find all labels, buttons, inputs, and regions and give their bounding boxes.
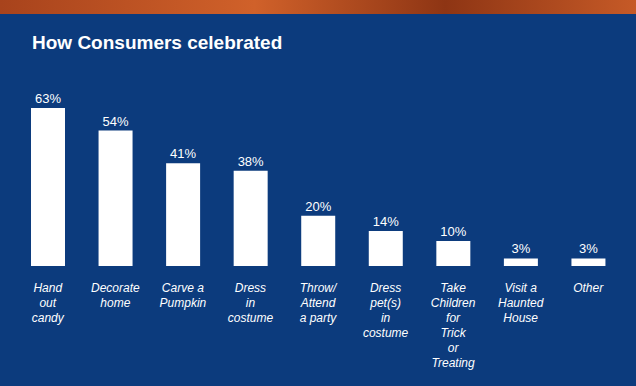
html-text:How Consumers celebrated: How Consumers celebrated [32, 32, 283, 53]
svg-text:Other: Other [573, 281, 604, 295]
svg-text:Handoutcandy: Handoutcandy [32, 281, 65, 325]
svg-text:Dressincostume: Dressincostume [228, 281, 274, 325]
svg-text:3%: 3% [511, 241, 530, 256]
svg-text:10%: 10% [440, 224, 466, 239]
svg-text:Visit aHauntedHouse: Visit aHauntedHouse [498, 281, 544, 325]
svg-text:54%: 54% [103, 114, 129, 129]
svg-text:Dresspet(s)incostume: Dresspet(s)incostume [363, 281, 409, 340]
svg-text:TakeChildrenforTrickorTreating: TakeChildrenforTrickorTreating [431, 281, 476, 370]
svg-text:Carve aPumpkin: Carve aPumpkin [160, 281, 207, 310]
svg-text:41%: 41% [170, 146, 196, 161]
svg-text:38%: 38% [238, 154, 264, 169]
svg-text:20%: 20% [305, 199, 331, 214]
svg-text:Decoratehome: Decoratehome [91, 281, 140, 310]
svg-text:3%: 3% [579, 241, 598, 256]
svg-text:63%: 63% [35, 91, 61, 106]
svg-text:14%: 14% [373, 214, 399, 229]
svg-text:Throw/Attenda party: Throw/Attenda party [300, 281, 338, 325]
